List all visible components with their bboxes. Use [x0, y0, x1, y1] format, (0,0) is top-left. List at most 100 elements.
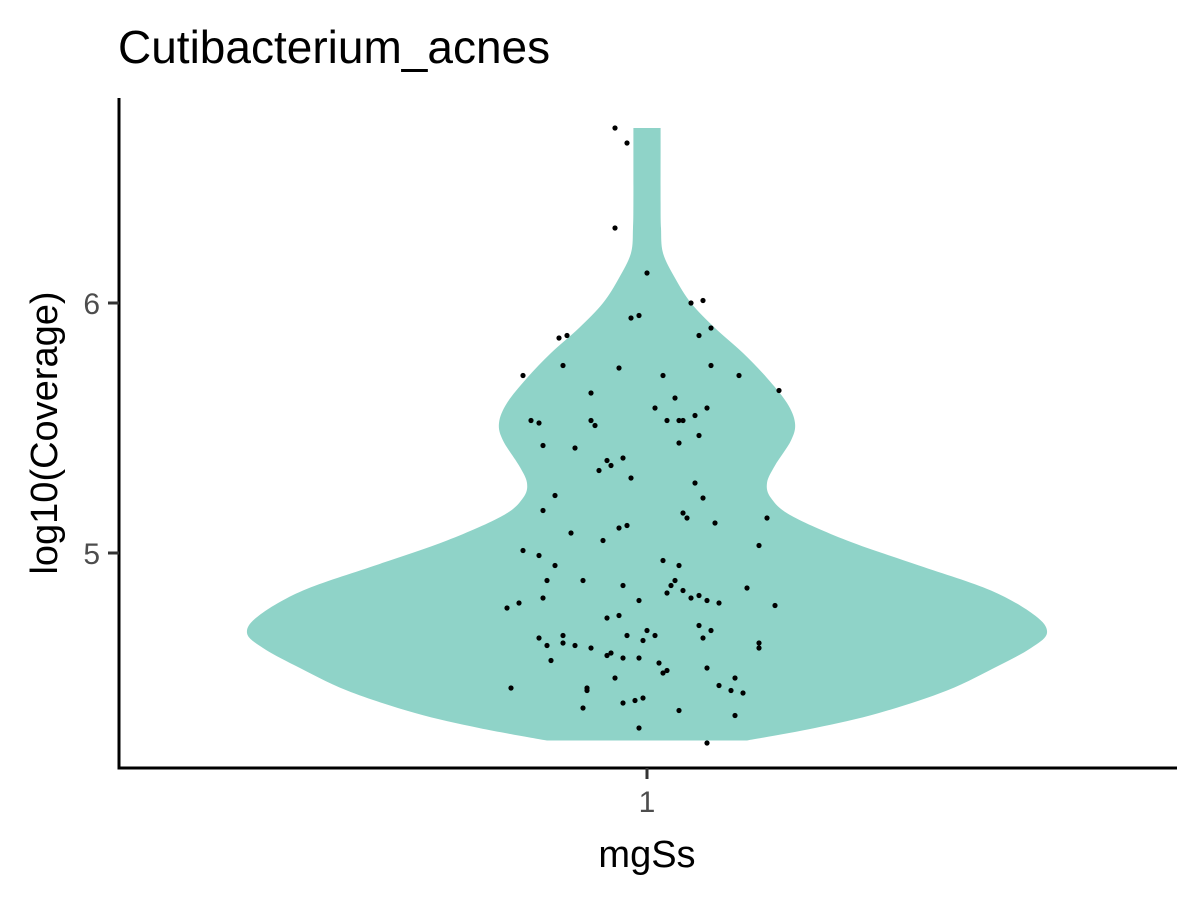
data-point — [680, 510, 686, 516]
data-point — [572, 642, 578, 649]
data-point — [708, 627, 714, 634]
data-point — [540, 595, 546, 601]
data-point — [636, 725, 642, 731]
data-point — [692, 480, 698, 486]
data-point — [504, 605, 510, 611]
data-point — [592, 422, 598, 429]
data-point — [584, 687, 590, 694]
data-point — [744, 585, 750, 591]
data-point — [704, 665, 710, 671]
data-point — [700, 297, 706, 304]
data-point — [716, 682, 722, 689]
data-point — [680, 587, 686, 594]
x-axis-ticks: 1 — [639, 768, 656, 819]
y-axis-title: log10(Coverage) — [24, 291, 66, 574]
data-point — [616, 525, 622, 531]
data-point — [540, 507, 546, 514]
data-point — [636, 312, 642, 319]
data-point — [636, 597, 642, 604]
data-point — [620, 655, 626, 661]
data-point — [708, 325, 714, 331]
data-point — [692, 412, 698, 419]
data-point — [772, 602, 778, 609]
data-point — [672, 395, 678, 401]
data-point — [696, 622, 702, 629]
data-point — [676, 707, 682, 714]
data-point — [704, 405, 710, 411]
data-point — [604, 652, 610, 659]
plot-area — [246, 125, 1048, 746]
data-point — [736, 372, 742, 379]
data-point — [704, 597, 710, 604]
data-point — [632, 697, 638, 704]
data-point — [700, 635, 706, 641]
data-point — [716, 600, 722, 606]
data-point — [620, 582, 626, 589]
data-point — [640, 637, 646, 644]
data-point — [728, 687, 734, 694]
data-point — [660, 372, 666, 379]
data-point — [608, 462, 614, 469]
data-point — [636, 655, 642, 661]
data-point — [688, 595, 694, 601]
data-point — [624, 632, 630, 639]
data-point — [616, 612, 622, 619]
data-point — [604, 615, 610, 621]
data-point — [668, 582, 674, 589]
data-point — [600, 537, 606, 544]
data-point — [732, 675, 738, 681]
data-point — [544, 642, 550, 649]
data-point — [644, 627, 650, 634]
data-point — [580, 705, 586, 711]
data-point — [756, 542, 762, 549]
data-point — [560, 632, 566, 639]
data-point — [536, 552, 542, 559]
data-point — [676, 417, 682, 424]
data-point — [552, 492, 558, 499]
data-point — [696, 432, 702, 439]
data-point — [776, 387, 782, 394]
data-point — [628, 315, 634, 321]
data-point — [732, 712, 738, 719]
data-point — [568, 530, 574, 536]
data-point — [628, 475, 634, 481]
x-tick-label: 1 — [639, 786, 656, 819]
data-point — [624, 140, 630, 146]
y-tick-label: 5 — [83, 538, 100, 571]
violin-shape-1 — [246, 128, 1048, 741]
data-point — [712, 520, 718, 526]
data-point — [588, 645, 594, 651]
data-point — [660, 670, 666, 676]
data-point — [604, 457, 610, 464]
data-point — [556, 335, 562, 341]
data-point — [588, 390, 594, 396]
data-point — [520, 547, 526, 554]
data-point — [624, 522, 630, 529]
data-point — [596, 467, 602, 474]
data-point — [672, 577, 678, 584]
data-point — [756, 645, 762, 651]
data-point — [700, 495, 706, 501]
data-point — [544, 577, 550, 584]
data-point — [612, 125, 618, 131]
data-point — [656, 660, 662, 666]
data-point — [688, 300, 694, 306]
y-axis-ticks: 56 — [83, 288, 119, 571]
data-point — [652, 405, 658, 411]
y-tick-label: 6 — [83, 288, 100, 321]
data-point — [664, 417, 670, 424]
data-point — [612, 675, 618, 681]
data-point — [664, 667, 670, 674]
jitter-points — [504, 125, 782, 746]
data-point — [676, 440, 682, 446]
data-point — [560, 362, 566, 369]
data-point — [676, 562, 682, 569]
data-point — [616, 365, 622, 371]
data-point — [640, 695, 646, 701]
data-point — [516, 600, 522, 606]
data-point — [664, 590, 670, 596]
data-point — [536, 635, 542, 641]
data-point — [564, 332, 570, 339]
data-point — [560, 640, 566, 646]
